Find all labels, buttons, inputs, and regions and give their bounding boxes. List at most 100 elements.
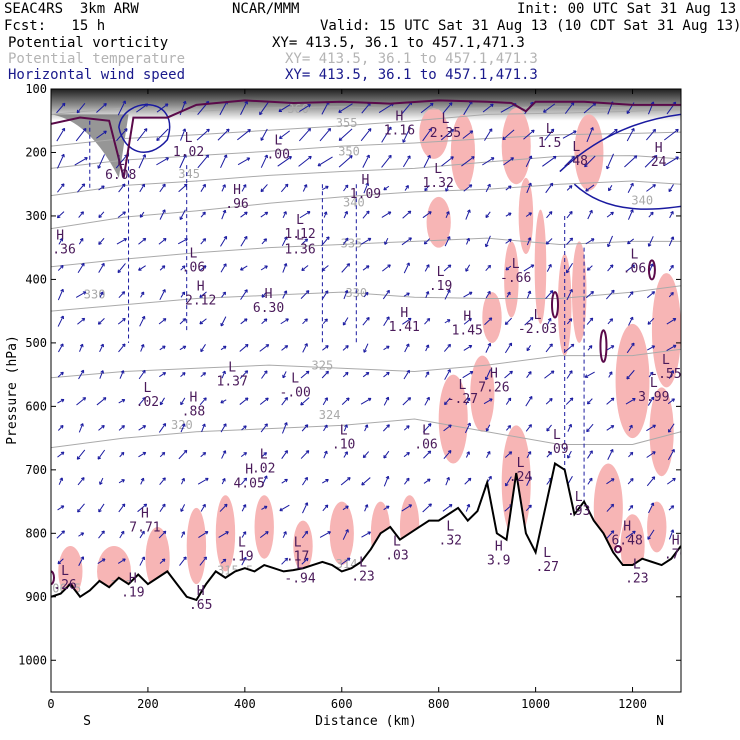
wind-speed-blob	[186, 507, 207, 585]
wind-arrowhead	[546, 427, 550, 432]
wind-arrow	[98, 211, 105, 218]
wind-arrow	[403, 425, 410, 431]
wind-arrow	[362, 210, 370, 219]
wind-arrowhead	[547, 317, 552, 322]
wind-arrow	[362, 265, 370, 271]
wind-arrowhead	[304, 502, 309, 506]
wind-arrowhead	[344, 371, 349, 376]
wind-arrow	[526, 237, 531, 246]
wind-arrow	[606, 530, 615, 539]
wind-arrow	[465, 209, 471, 220]
wind-arrow	[139, 316, 146, 327]
wind-arrow	[343, 211, 348, 219]
wind-arrow	[321, 265, 329, 271]
wind-arrow	[220, 154, 227, 169]
wind-arrow	[199, 556, 207, 566]
wind-arrow	[136, 128, 148, 142]
wind-arrow	[221, 209, 226, 220]
wind-arrow	[608, 185, 613, 191]
pv-extremum-value: .19	[429, 279, 452, 294]
wind-arrowhead	[590, 291, 594, 295]
wind-arrowhead	[142, 369, 146, 374]
wind-arrowhead	[466, 397, 471, 401]
wind-arrowhead	[103, 103, 107, 107]
wind-arrow	[156, 103, 169, 113]
wind-arrow	[240, 452, 247, 458]
wind-arrowhead	[305, 290, 310, 294]
wind-arrowhead	[527, 290, 532, 295]
wind-arrow	[79, 344, 84, 352]
wind-arrowhead	[344, 210, 349, 215]
theta-line	[51, 180, 681, 230]
wind-arrow	[98, 237, 105, 245]
wind-arrow	[159, 345, 166, 351]
wind-arrow	[159, 503, 166, 513]
wind-arrowhead	[586, 428, 590, 433]
wind-arrowhead	[531, 129, 535, 134]
wind-arrowhead	[614, 128, 618, 133]
wind-arrowhead	[608, 371, 613, 375]
wind-arrow	[607, 318, 613, 325]
wind-arrowhead	[205, 154, 210, 158]
wind-arrow	[424, 238, 431, 245]
wind-arrowhead	[425, 344, 430, 348]
wind-arrowhead	[428, 503, 432, 507]
wind-arrow	[98, 425, 105, 431]
x-axis-label: Distance (km)	[315, 714, 417, 729]
wind-arrow	[199, 291, 207, 298]
wind-arrow	[299, 104, 311, 112]
x-tick-label: 400	[234, 697, 256, 711]
wind-arrow	[647, 396, 655, 406]
wind-arrowhead	[444, 401, 448, 406]
wind-arrow	[364, 424, 368, 432]
wind-arrow	[382, 424, 390, 432]
wind-arrowhead	[79, 343, 84, 348]
wind-arrow	[96, 130, 107, 139]
pv-extremum-tag: L	[296, 557, 304, 572]
wind-arrowhead	[347, 477, 351, 481]
pv-extremum-value: -.94	[284, 571, 315, 586]
pv-extremum-value: 7.26	[478, 380, 509, 395]
wind-arrow	[138, 238, 147, 245]
wind-arrowhead	[324, 424, 328, 429]
wind-arrowhead	[447, 369, 451, 373]
valid-time: Valid: 15 UTC Sat 31 Aug 13 (10 CDT Sat …	[320, 18, 740, 34]
wind-arrow	[462, 130, 474, 139]
wind-arrowhead	[545, 241, 550, 245]
wind-arrow	[177, 238, 188, 245]
wind-arrow	[322, 318, 328, 325]
wind-arrow	[156, 128, 169, 141]
wind-arrowhead	[60, 288, 64, 293]
wind-arrowhead	[632, 530, 636, 535]
wind-arrow	[97, 154, 106, 169]
wind-arrowhead	[304, 424, 309, 428]
wind-arrowhead	[527, 237, 532, 241]
wind-arrowhead	[629, 504, 634, 509]
wind-arrow	[57, 505, 65, 511]
wind-arrow	[424, 397, 430, 406]
wind-arrowhead	[446, 211, 450, 215]
wind-arrow	[300, 450, 310, 459]
theta-label: 360	[287, 102, 309, 116]
wind-arrowhead	[651, 291, 656, 295]
wind-arrow	[321, 479, 329, 484]
wind-arrowhead	[670, 291, 674, 296]
theta-line	[51, 285, 681, 312]
wind-arrow	[281, 478, 288, 484]
wind-arrow	[156, 157, 169, 166]
wind-arrowhead	[430, 102, 434, 107]
wind-arrowhead	[344, 289, 349, 294]
wind-arrowhead	[117, 269, 122, 274]
wind-arrowhead	[573, 130, 577, 134]
wind-arrow	[218, 531, 229, 538]
wind-arrow	[57, 211, 65, 219]
wind-arrow	[523, 264, 535, 272]
wind-arrowhead	[141, 183, 145, 188]
wind-arrow	[646, 184, 656, 192]
wind-arrow	[300, 290, 310, 299]
wind-arrow	[525, 155, 532, 168]
wind-arrow	[425, 344, 429, 352]
wind-arrowhead	[264, 211, 269, 216]
wind-arrowhead	[427, 423, 432, 427]
wind-arrowhead	[510, 157, 514, 161]
